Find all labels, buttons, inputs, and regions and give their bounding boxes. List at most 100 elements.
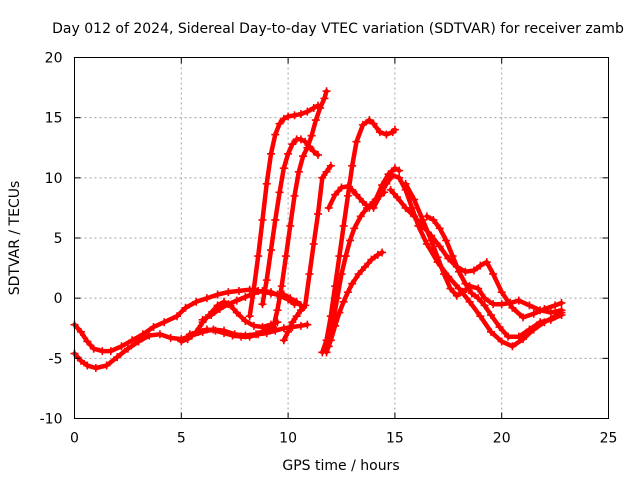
data-point-marker <box>307 131 316 140</box>
data-point-marker <box>386 185 395 194</box>
data-point-marker <box>410 195 419 204</box>
data-point-marker <box>378 248 387 257</box>
data-point-marker <box>267 149 276 158</box>
series-trace <box>72 287 306 354</box>
data-point-marker <box>444 254 453 263</box>
data-point-marker <box>155 330 164 339</box>
data-point-marker <box>316 104 325 113</box>
data-point-marker <box>390 125 399 134</box>
data-point-marker <box>459 288 468 297</box>
data-point-marker <box>341 252 350 261</box>
data-point-marker <box>418 215 427 224</box>
data-point-marker <box>117 342 126 351</box>
data-point-marker <box>91 363 100 372</box>
data-point-marker <box>284 295 293 304</box>
data-point-marker <box>173 312 182 321</box>
data-point-marker <box>290 111 299 120</box>
data-point-marker <box>145 331 154 340</box>
data-point-marker <box>348 185 357 194</box>
data-point-marker <box>350 224 359 233</box>
data-point-marker <box>467 289 476 298</box>
x-tick-label: 5 <box>177 431 186 447</box>
data-point-marker <box>314 150 323 159</box>
data-point-marker <box>98 347 107 356</box>
data-point-marker <box>279 164 288 173</box>
data-point-marker <box>324 203 333 212</box>
data-point-marker <box>557 298 566 307</box>
data-point-marker <box>138 330 147 339</box>
data-point-marker <box>358 120 367 129</box>
data-point-marker <box>303 107 312 116</box>
data-point-marker <box>346 236 355 245</box>
data-point-marker <box>76 327 85 336</box>
data-point-marker <box>360 262 369 271</box>
data-point-marker <box>454 267 463 276</box>
data-point-marker <box>375 128 384 137</box>
data-point-marker <box>322 87 331 96</box>
data-point-marker <box>489 270 498 279</box>
data-point-marker <box>202 325 211 334</box>
data-point-marker <box>557 311 566 320</box>
data-point-marker <box>245 312 254 321</box>
data-point-marker <box>296 110 305 119</box>
data-point-marker <box>367 255 376 264</box>
data-point-marker <box>318 173 327 182</box>
x-tick-label: 10 <box>279 431 297 447</box>
data-point-marker <box>348 161 357 170</box>
data-point-marker <box>536 306 545 315</box>
data-point-marker <box>237 332 246 341</box>
data-point-marker <box>388 171 397 180</box>
data-point-marker <box>296 306 305 315</box>
data-point-marker <box>497 300 506 309</box>
data-point-marker <box>299 152 308 161</box>
data-point-marker <box>358 197 367 206</box>
data-point-marker <box>514 332 523 341</box>
data-point-marker <box>83 337 92 346</box>
x-tick-label: 0 <box>70 431 79 447</box>
data-point-marker <box>207 311 216 320</box>
data-point-marker <box>303 320 312 329</box>
plot-data <box>70 87 566 372</box>
data-point-marker <box>480 301 489 310</box>
data-point-marker <box>271 326 280 335</box>
y-tick-label: 10 <box>45 171 63 187</box>
data-point-marker <box>192 297 201 306</box>
data-point-marker <box>373 250 382 259</box>
chart-title: Day 012 of 2024, Sidereal Day-to-day VTE… <box>52 21 624 37</box>
data-point-marker <box>529 309 538 318</box>
y-tick-label: 5 <box>54 231 63 247</box>
data-point-marker <box>262 329 271 338</box>
data-point-marker <box>232 308 241 317</box>
data-point-marker <box>476 312 485 321</box>
data-point-marker <box>382 130 391 139</box>
data-point-marker <box>348 279 357 288</box>
data-point-marker <box>429 215 438 224</box>
data-point-marker <box>303 143 312 152</box>
data-point-marker <box>288 323 297 332</box>
y-tick-labels: -10 -5 0 5 10 15 20 <box>40 51 63 428</box>
data-point-marker <box>198 315 207 324</box>
data-point-marker <box>365 116 374 125</box>
data-point-marker <box>273 306 282 315</box>
data-point-marker <box>433 253 442 262</box>
data-point-marker <box>215 304 224 313</box>
data-point-marker <box>422 240 431 249</box>
data-point-marker <box>160 318 169 327</box>
data-point-marker <box>410 212 419 221</box>
data-point-marker <box>314 209 323 218</box>
data-point-marker <box>76 356 85 365</box>
y-tick-label: 20 <box>45 51 63 67</box>
data-point-marker <box>508 303 517 312</box>
series-trace <box>326 190 387 349</box>
data-point-marker <box>262 179 271 188</box>
data-point-marker <box>286 221 295 230</box>
data-point-marker <box>352 137 361 146</box>
data-point-marker <box>296 321 305 330</box>
data-point-marker <box>508 342 517 351</box>
data-point-marker <box>514 296 523 305</box>
data-point-marker <box>474 284 483 293</box>
data-point-marker <box>309 147 318 156</box>
data-point-marker <box>241 317 250 326</box>
data-point-marker <box>352 190 361 199</box>
